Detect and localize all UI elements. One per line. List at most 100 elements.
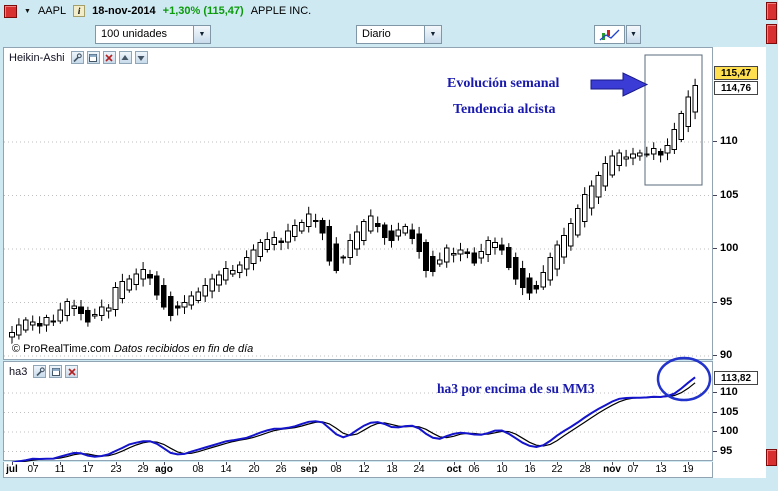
x-tick-label: 22 [551, 464, 563, 475]
x-tick-label: ago [155, 464, 173, 475]
info-icon[interactable]: i [73, 5, 86, 17]
candle-body [540, 272, 547, 288]
x-tick-mark [226, 462, 227, 465]
scrollbar-bottom-button[interactable] [766, 449, 777, 466]
x-tick-mark [530, 462, 531, 465]
candle-body [664, 144, 671, 154]
candle-body [554, 244, 560, 270]
y-tick-mark [713, 195, 717, 196]
candle-body [105, 307, 112, 312]
candle-body [437, 259, 443, 265]
x-tick-mark [254, 462, 255, 465]
close-icon[interactable] [102, 51, 116, 64]
chevron-down-icon[interactable]: ▼ [193, 26, 210, 43]
candle-body [374, 222, 381, 228]
x-tick-label: 10 [496, 464, 508, 475]
y-tick-label: 90 [720, 349, 733, 361]
candle-body [512, 257, 519, 280]
x-tick-label: nov [603, 464, 621, 475]
candle-body [119, 280, 126, 300]
chart-style-button[interactable] [594, 25, 625, 44]
chevron-down-icon[interactable]: ▼ [424, 26, 441, 43]
candle-body [561, 234, 567, 258]
x-tick-mark [661, 462, 662, 465]
chart-style-icon [599, 29, 619, 40]
candle-body [195, 291, 202, 302]
candle-body [285, 230, 291, 243]
candle-body [692, 84, 698, 113]
lower-chart-canvas[interactable] [4, 362, 712, 464]
candle-body [623, 156, 629, 160]
x-tick-label: 19 [682, 464, 694, 475]
x-tick-label: 06 [468, 464, 480, 475]
scrollbar-handle[interactable] [766, 24, 777, 44]
candle-body [292, 225, 298, 237]
close-icon[interactable] [65, 365, 79, 378]
candle-body [333, 243, 340, 272]
x-tick-label: 07 [27, 464, 39, 475]
candle-body [602, 163, 609, 187]
x-tick-mark [198, 462, 199, 465]
candle-body [547, 257, 554, 281]
x-tick-label: oct [446, 464, 462, 475]
x-tick-mark [474, 462, 475, 465]
candle-body [236, 264, 243, 273]
main-panel-header: Heikin-Ashi [9, 51, 148, 64]
x-tick-mark [688, 462, 689, 465]
candle-body [457, 249, 464, 255]
units-dropdown[interactable]: 100 unidades ▼ [95, 25, 211, 44]
x-tick-mark [12, 462, 13, 465]
candle-body [581, 194, 588, 223]
candle-body [354, 231, 360, 250]
candle-body [637, 152, 643, 157]
candle-body [278, 240, 284, 244]
move-down-icon[interactable] [134, 51, 148, 64]
wrench-icon[interactable] [33, 365, 47, 378]
scrollbar-top-button[interactable] [766, 2, 777, 20]
candle-body [678, 112, 685, 140]
candle-body [588, 185, 595, 209]
x-tick-label: 17 [82, 464, 94, 475]
x-tick-label: 18 [386, 464, 398, 475]
candle-body [526, 277, 533, 294]
price-axis: 115,47 114,76 113,82 110 105 100 95 90 110 105… [713, 47, 766, 478]
copy-window-icon[interactable] [86, 51, 100, 64]
annotation-text-weekly: Evolución semanal [447, 76, 560, 91]
y-tick-mark [713, 412, 717, 413]
candle-body [264, 239, 271, 251]
candle-body [630, 153, 636, 159]
period-dropdown-value: Diario [362, 28, 391, 40]
symbol-dropdown-caret[interactable]: ▼ [24, 7, 31, 15]
x-tick-label: 13 [655, 464, 667, 475]
candle-body [161, 285, 167, 308]
units-dropdown-value: 100 unidades [101, 28, 168, 40]
x-tick-mark [116, 462, 117, 465]
y-tick-label: 95 [720, 296, 733, 308]
copy-window-icon[interactable] [49, 365, 63, 378]
wrench-icon[interactable] [70, 51, 84, 64]
workspace-red-button[interactable] [4, 4, 17, 18]
main-chart-canvas[interactable] [4, 48, 712, 359]
x-tick-mark [33, 462, 34, 465]
candle-body [85, 309, 91, 323]
candle-body [671, 128, 678, 150]
indicator-label: ha3 [9, 365, 31, 378]
candle-body [188, 295, 195, 306]
period-dropdown[interactable]: Diario ▼ [356, 25, 442, 44]
x-tick-mark [633, 462, 634, 465]
x-tick-label: 07 [627, 464, 639, 475]
candle-body [575, 208, 581, 236]
candle-body [57, 309, 64, 322]
chart-style-dropdown[interactable]: ▼ [626, 25, 641, 44]
candle-body [23, 319, 29, 331]
candle-body [471, 252, 478, 264]
candle-body [409, 229, 415, 239]
x-tick-label: 11 [54, 464, 66, 475]
move-up-icon[interactable] [118, 51, 132, 64]
candle-body [485, 240, 491, 256]
x-tick-mark [143, 462, 144, 465]
x-tick-mark [454, 462, 455, 465]
candle-body [250, 249, 257, 264]
candle-body [492, 242, 498, 249]
